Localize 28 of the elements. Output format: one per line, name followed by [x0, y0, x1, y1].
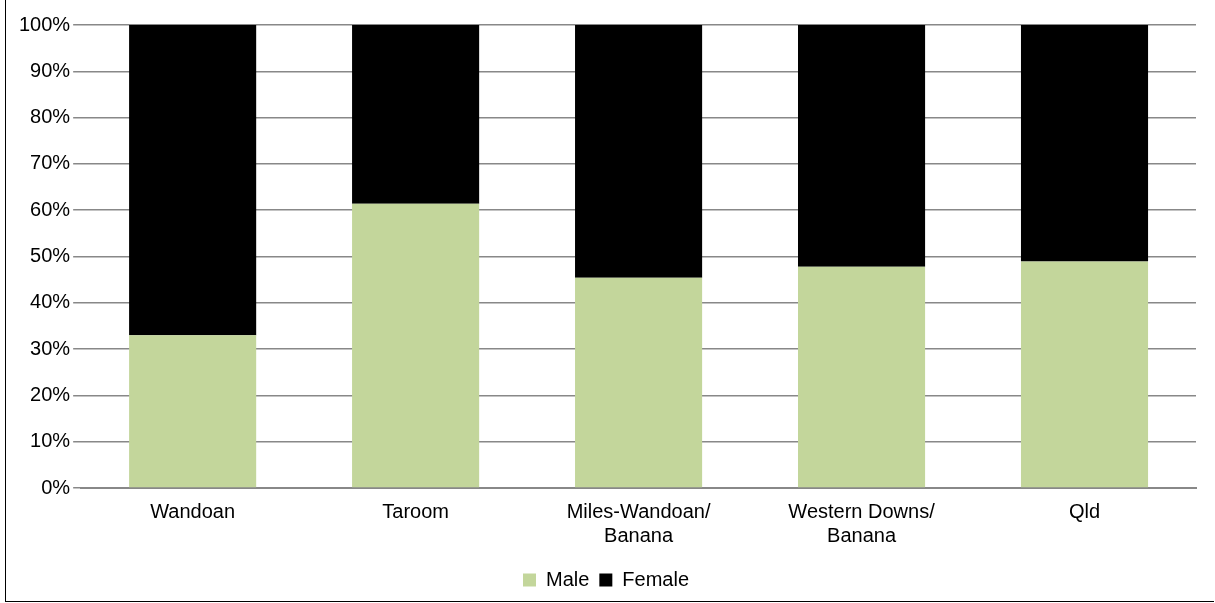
x-tick-label: Western Downs/ Banana — [788, 499, 936, 546]
y-tick-label: 40% — [30, 290, 71, 313]
y-tick-label: 100% — [19, 12, 71, 35]
bar — [798, 266, 926, 488]
y-tick-label: 50% — [30, 244, 71, 267]
bar — [575, 277, 703, 488]
y-tick-label: 20% — [30, 382, 71, 405]
legend-label: Male — [545, 567, 590, 590]
x-tick-label: Wandoan — [150, 499, 236, 522]
y-tick-label: 80% — [30, 105, 71, 128]
y-tick-label: 0% — [41, 475, 71, 498]
bar — [575, 25, 703, 278]
x-tick-label: Miles-Wandoan/ Banana — [566, 499, 711, 546]
legend-label: Female — [622, 567, 690, 590]
y-tick-label: 90% — [30, 58, 71, 81]
x-tick-label: Taroom — [382, 499, 449, 522]
y-tick-label: 10% — [30, 429, 71, 452]
bar — [129, 25, 257, 336]
bar — [352, 25, 480, 204]
bar — [352, 203, 480, 488]
y-tick-label: 70% — [30, 151, 71, 174]
y-tick-label: 60% — [30, 197, 71, 220]
bar — [798, 25, 926, 267]
x-tick-label: Qld — [1068, 499, 1101, 522]
bar — [1020, 261, 1149, 488]
y-tick-label: 30% — [30, 336, 71, 359]
bar — [1020, 25, 1149, 262]
bar — [129, 335, 257, 488]
